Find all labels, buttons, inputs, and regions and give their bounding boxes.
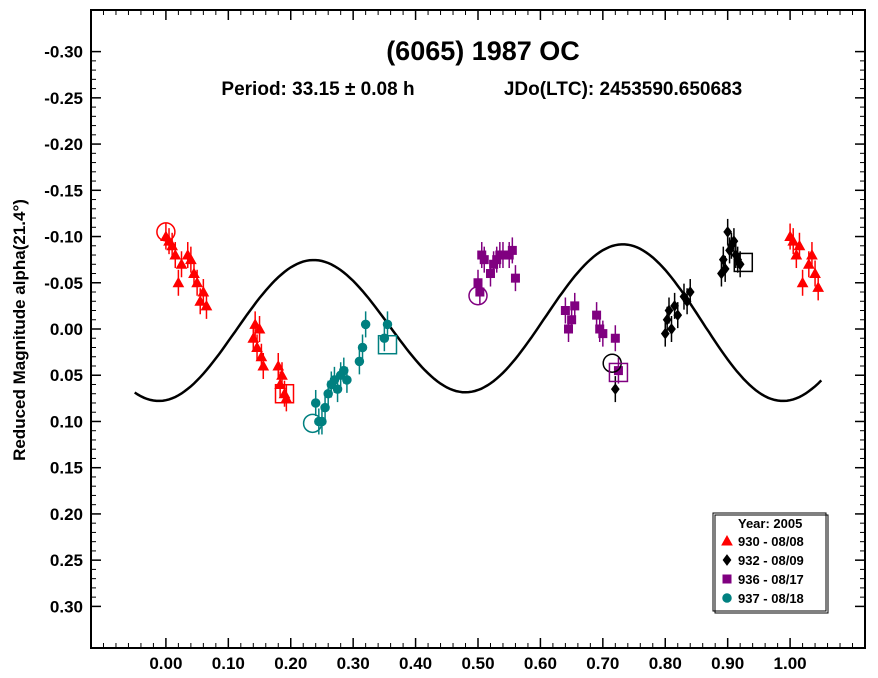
session-end-marker (733, 252, 754, 273)
legend-symbol-937 (722, 593, 732, 603)
data-point-930 (796, 276, 809, 288)
y-tick-label: -0.25 (44, 89, 83, 108)
fit-curve (134, 243, 823, 403)
data-point-936 (570, 301, 580, 311)
data-point-930 (272, 359, 285, 371)
data-point-932 (735, 258, 745, 271)
data-point-936 (560, 306, 570, 316)
data-point-930 (257, 359, 270, 371)
data-point-936 (610, 333, 620, 343)
x-tick-label: 0.30 (337, 654, 370, 673)
data-point-937 (357, 342, 368, 353)
data-point-930 (251, 341, 263, 352)
y-tick-label: 0.05 (50, 366, 83, 385)
data-point-937 (354, 356, 365, 367)
data-point-930 (249, 318, 262, 329)
data-point-932 (685, 286, 695, 298)
data-point-930 (169, 248, 182, 260)
data-point-937 (310, 398, 321, 408)
data-point-930 (806, 248, 818, 260)
data-point-936 (598, 329, 608, 339)
x-tick-label: 1.00 (774, 654, 807, 673)
legend-entry-936: 936 - 08/17 (738, 572, 804, 587)
plot-area: 0.00 0.10 0.20 0.30 0.40 0.50 0.60 0.70 0.80 0.90… (44, 9, 866, 673)
data-point-930 (191, 276, 203, 288)
session-end-marker (274, 383, 295, 404)
data-point-937 (329, 375, 340, 385)
legend-title: Year: 2005 (738, 516, 802, 531)
x-tick-label: 0.90 (711, 654, 744, 673)
data-point-930 (172, 276, 185, 288)
data-point-936 (510, 273, 520, 283)
data-point-936 (485, 269, 495, 279)
y-tick-label: -0.05 (44, 274, 83, 293)
data-point-937 (332, 384, 343, 394)
x-tick-label: 0.10 (212, 654, 245, 673)
data-point-937 (342, 375, 352, 385)
chart-subtitle-period: Period: 33.15 ± 0.08 h (221, 79, 414, 100)
session-end-marker (377, 334, 398, 355)
y-axis-label: Reduced Magnitude alpha(21.4°) (10, 199, 29, 461)
legend-entry-932: 932 - 08/09 (738, 553, 804, 568)
y-tick-label: -0.30 (44, 43, 83, 62)
y-tick-label: -0.10 (44, 228, 83, 247)
y-tick-label: 0.00 (50, 320, 83, 339)
y-tick-label: -0.15 (44, 181, 83, 200)
x-tick-label: 0.40 (399, 654, 432, 673)
data-point-930 (812, 281, 825, 292)
chart-title: (6065) 1987 OC (386, 36, 580, 66)
legend-entry-937: 937 - 08/18 (738, 591, 804, 606)
y-tick-label: 0.30 (50, 597, 83, 616)
y-tick-label: 0.20 (50, 505, 83, 524)
y-tick-label: -0.20 (44, 135, 83, 154)
data-point-936 (473, 278, 483, 288)
data-point-937 (323, 388, 333, 399)
data-point-932 (667, 323, 676, 335)
data-point-930 (793, 239, 806, 251)
data-point-936 (567, 315, 577, 325)
chart-subtitle-epoch: JDo(LTC): 2453590.650683 (504, 79, 742, 100)
data-point-937 (320, 402, 330, 413)
legend-shadow (714, 514, 829, 614)
data-point-937 (339, 365, 349, 376)
data-point-930 (175, 258, 188, 269)
data-point-936 (507, 245, 517, 255)
session-start-marker (468, 285, 488, 306)
session-start-marker (156, 222, 176, 242)
data-point-932 (610, 383, 620, 395)
data-point-936 (592, 310, 602, 320)
legend-box (712, 512, 827, 612)
data-point-937 (360, 319, 371, 330)
data-point-932 (673, 309, 683, 321)
x-tick-label: 0.50 (461, 654, 494, 673)
y-tick-label: 0.25 (50, 551, 83, 570)
data-point-930 (247, 332, 260, 343)
data-point-932 (720, 263, 730, 275)
data-point-936 (479, 255, 489, 265)
data-point-937 (382, 319, 393, 330)
x-tick-label: 0.20 (274, 654, 307, 673)
session-start-marker (302, 413, 323, 434)
x-tick-label: 0.70 (586, 654, 619, 673)
session-end-marker (608, 362, 629, 383)
y-tick-label: 0.15 (50, 459, 83, 478)
data-point-936 (564, 324, 574, 334)
data-point-936 (475, 287, 485, 297)
legend-symbol-936 (722, 574, 732, 584)
data-point-930 (253, 322, 266, 334)
data-point-932 (664, 304, 674, 317)
legend-entry-930: 930 - 08/08 (738, 534, 804, 549)
data-point-930 (276, 369, 288, 380)
y-tick-label: 0.10 (50, 412, 83, 431)
data-point-930 (200, 299, 213, 311)
legend-symbol-932 (722, 554, 732, 566)
data-point-932 (723, 226, 733, 238)
x-tick-label: 0.80 (649, 654, 682, 673)
legend-symbol-930 (721, 534, 733, 546)
x-tick-label: 0.00 (149, 654, 182, 673)
legend: Year: 2005 930 - 08/08 932 - 08/09 936 -… (712, 512, 829, 614)
x-tick-label: 0.60 (524, 654, 557, 673)
